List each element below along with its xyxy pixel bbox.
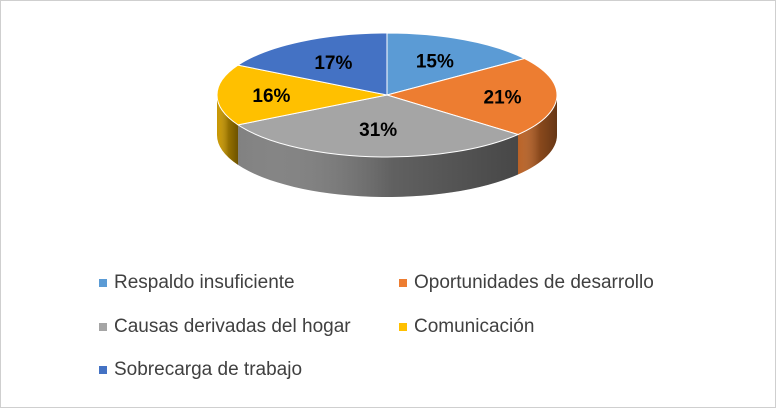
data-label-comunicacion: 16% xyxy=(252,86,290,107)
legend-item-comunicacion: Comunicación xyxy=(399,315,534,339)
data-label-oportunidades-de-desarrollo: 21% xyxy=(484,87,522,108)
legend-label: Oportunidades de desarrollo xyxy=(414,272,654,293)
legend-swatch xyxy=(99,323,107,331)
legend-swatch xyxy=(399,279,407,287)
legend-swatch xyxy=(99,366,107,374)
legend-item-causas-derivadas-del-hogar: Causas derivadas del hogar xyxy=(99,315,351,339)
legend-item-oportunidades-de-desarrollo: Oportunidades de desarrollo xyxy=(399,271,654,295)
legend-swatch xyxy=(99,279,107,287)
legend-item-respaldo-insuficiente: Respaldo insuficiente xyxy=(99,271,295,295)
legend-label: Respaldo insuficiente xyxy=(114,272,295,293)
pie-side-shade xyxy=(517,95,557,175)
legend-label: Causas derivadas del hogar xyxy=(114,316,351,337)
pie-slice-causas-derivadas-del-hogar xyxy=(236,94,520,158)
pie-side-shade xyxy=(217,95,239,165)
pie-slice-sobrecarga-de-trabajo xyxy=(236,32,388,96)
pie-side-shade xyxy=(238,124,518,197)
data-label-causas-derivadas-del-hogar: 31% xyxy=(359,120,397,141)
data-label-respaldo-insuficiente: 15% xyxy=(416,52,454,73)
pie-tops xyxy=(216,32,558,158)
pie-slice-oportunidades-de-desarrollo xyxy=(385,58,558,136)
legend-label: Sobrecarga de trabajo xyxy=(114,359,303,380)
pie-slice-respaldo-insuficiente xyxy=(386,32,526,96)
legend-label: Comunicación xyxy=(414,316,535,337)
pie-labels: 15% 21% 31% 16% 17% xyxy=(252,52,521,141)
pie-sides xyxy=(217,95,557,197)
legend-swatch xyxy=(399,323,407,331)
pie-slice-comunicacion xyxy=(216,64,388,126)
legend-item-sobrecarga-de-trabajo: Sobrecarga de trabajo xyxy=(99,358,302,382)
data-label-sobrecarga-de-trabajo: 17% xyxy=(314,53,352,74)
